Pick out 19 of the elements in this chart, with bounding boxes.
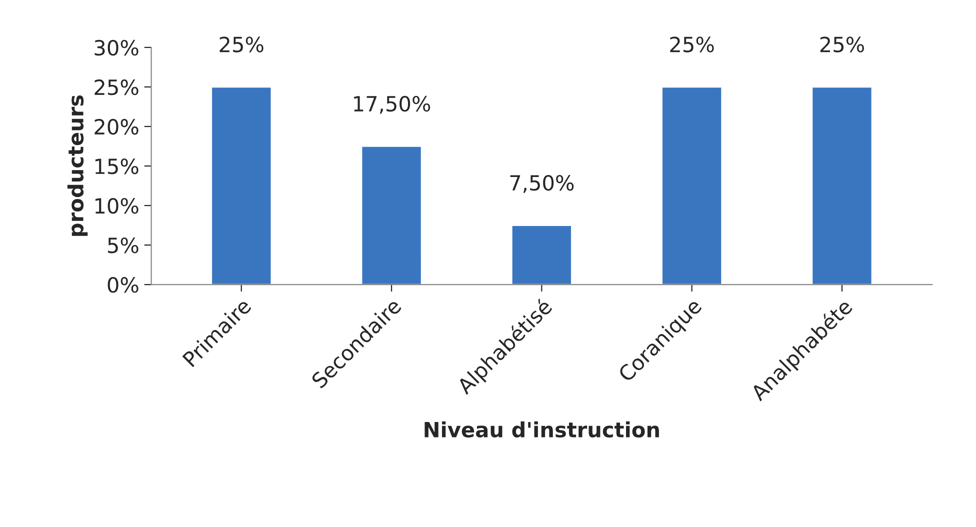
y-tick-label: 5% — [108, 238, 138, 254]
bar — [510, 224, 572, 285]
data-label: 7,50% — [510, 174, 574, 193]
x-axis-title: Niveau d'instruction — [424, 421, 659, 438]
y-tick-label: 30% — [94, 40, 138, 56]
y-tick-label: 10% — [95, 198, 138, 214]
y-axis-title: producteurs — [67, 95, 88, 236]
y-tick-label: 20% — [94, 118, 138, 135]
bar — [210, 86, 272, 285]
bar — [360, 146, 422, 285]
data-label: 25% — [820, 36, 864, 52]
data-label: 17,50% — [354, 96, 430, 114]
bar — [811, 86, 873, 285]
bar — [661, 86, 723, 285]
data-label: 25% — [670, 36, 714, 52]
y-tick-label: 25% — [94, 79, 138, 96]
y-tick-label: 15% — [95, 158, 138, 174]
data-label: 25% — [220, 36, 264, 52]
y-tick-label: 0% — [108, 277, 138, 293]
